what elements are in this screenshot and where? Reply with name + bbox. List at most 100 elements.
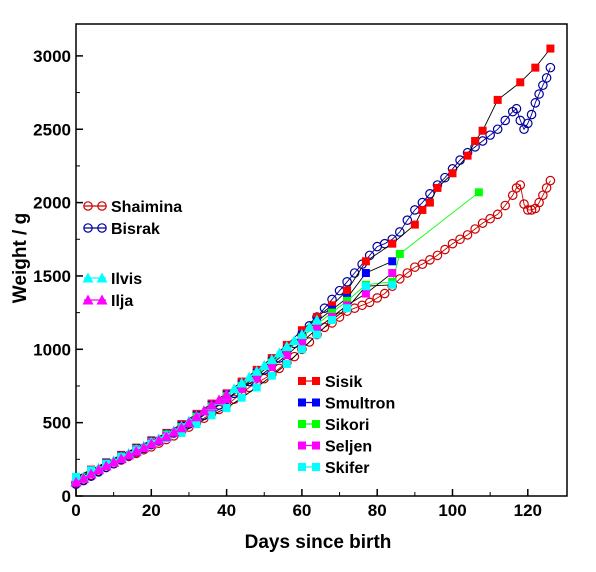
data-point-shaimina xyxy=(500,200,511,211)
data-point-ilvis xyxy=(281,340,293,351)
legend-item-ilja: Ilja xyxy=(82,293,133,310)
data-point-bisrak xyxy=(485,130,495,140)
series-ilja xyxy=(70,389,233,487)
series-line-ilvis xyxy=(75,319,318,482)
y-axis: 0 500 1000 1500 2000 2500 3000 xyxy=(33,47,83,506)
data-point-shaimina xyxy=(534,197,544,208)
data-point-ilja xyxy=(85,468,97,479)
data-point-seljen xyxy=(252,374,261,383)
data-point-ilja xyxy=(130,445,142,456)
data-point-skifer xyxy=(297,345,306,354)
y-tick-label: 3000 xyxy=(33,47,71,66)
data-point-sisik xyxy=(418,205,427,214)
legend-item-shaimina: Shaimina xyxy=(83,199,182,216)
data-point-shaimina xyxy=(545,175,556,186)
x-tick-label: 100 xyxy=(438,501,466,520)
data-point-ilja xyxy=(198,405,210,416)
data-point-skifer xyxy=(282,359,291,368)
data-point-sikori xyxy=(474,188,483,197)
y-tick-label: 1000 xyxy=(33,340,71,359)
data-point-shaimina xyxy=(538,190,548,201)
data-point-smultron xyxy=(361,269,370,278)
data-point-seljen xyxy=(237,384,246,393)
data-point-skifer xyxy=(312,330,321,339)
legend-marker xyxy=(82,272,94,283)
y-tick-label: 500 xyxy=(43,414,71,433)
data-point-ilvis xyxy=(243,371,255,382)
data-point-bisrak xyxy=(522,118,533,129)
data-point-shaimina xyxy=(462,230,473,240)
legend-marker xyxy=(96,272,108,283)
x-tick-label: 80 xyxy=(368,501,387,520)
data-point-ilja xyxy=(175,422,187,433)
legend-label: Sisik xyxy=(325,374,362,391)
data-point-ilja xyxy=(190,411,202,422)
series-layer xyxy=(70,44,556,490)
series-line-sisik xyxy=(75,48,551,478)
data-point-ilja xyxy=(123,449,135,460)
data-point-shaimina xyxy=(372,293,382,303)
data-point-skifer xyxy=(328,315,337,324)
data-point-skifer xyxy=(177,428,186,437)
legend-label: Shaimina xyxy=(111,199,182,216)
data-point-skifer xyxy=(361,282,370,291)
data-point-ilja xyxy=(183,417,195,428)
legend: Shaimina Bisrak Ilvis Ilja Sisik Smultron Siko… xyxy=(82,199,395,477)
legend-marker xyxy=(83,201,93,211)
x-axis-title: Days since birth xyxy=(245,532,392,553)
data-point-ilvis xyxy=(236,377,248,388)
data-point-bisrak xyxy=(526,109,537,120)
data-point-shaimina xyxy=(541,183,552,193)
legend-item-smultron: Smultron xyxy=(298,396,395,413)
data-point-ilja xyxy=(93,464,105,475)
legend-item-sikori: Sikori xyxy=(298,417,369,434)
y-tick-label: 0 xyxy=(62,487,71,506)
legend-marker xyxy=(298,398,306,407)
data-point-sikori xyxy=(328,308,337,317)
data-point-shaimina xyxy=(515,180,526,190)
data-point-shaimina xyxy=(425,255,435,265)
data-point-skifer xyxy=(388,280,397,289)
data-point-ilja xyxy=(221,389,233,400)
x-tick-label: 60 xyxy=(292,501,311,520)
data-point-sisik xyxy=(471,136,480,145)
data-point-bisrak xyxy=(402,215,413,226)
data-point-ilvis xyxy=(311,314,323,325)
legend-marker xyxy=(298,377,306,385)
data-point-sisik xyxy=(546,44,555,53)
x-tick-label: 0 xyxy=(71,501,80,520)
data-point-bisrak xyxy=(394,227,405,237)
data-point-bisrak xyxy=(440,172,450,183)
legend-marker xyxy=(97,223,107,233)
data-point-sisik xyxy=(433,183,442,192)
x-tick-label: 20 xyxy=(142,501,161,520)
data-point-ilja xyxy=(100,460,112,471)
legend-item-sisik: Sisik xyxy=(298,374,362,391)
data-point-sisik xyxy=(493,95,502,104)
data-point-ilja xyxy=(213,394,225,405)
data-point-ilvis xyxy=(288,334,300,345)
data-point-seljen xyxy=(312,324,321,333)
legend-marker xyxy=(312,377,320,385)
x-axis: 0 20 40 60 80 100 120 xyxy=(71,489,542,520)
data-point-ilja xyxy=(160,431,172,442)
data-point-skifer xyxy=(343,304,352,313)
data-point-sikori xyxy=(395,249,404,258)
data-point-skifer xyxy=(207,411,216,420)
legend-marker xyxy=(312,420,320,428)
data-point-bisrak xyxy=(538,80,548,91)
legend-marker xyxy=(298,441,306,450)
data-point-ilja xyxy=(168,426,180,437)
data-point-skifer xyxy=(222,403,231,412)
data-point-sisik xyxy=(448,169,457,178)
data-point-ilja xyxy=(138,442,150,453)
y-axis-title: Weight / g xyxy=(10,213,31,303)
plot-frame xyxy=(75,23,568,497)
data-point-ilvis xyxy=(228,383,240,394)
legend-item-ilvis: Ilvis xyxy=(82,271,142,288)
data-point-ilja xyxy=(70,476,82,487)
legend-marker xyxy=(312,398,320,407)
data-point-skifer xyxy=(192,420,201,429)
data-point-bisrak xyxy=(492,124,503,135)
